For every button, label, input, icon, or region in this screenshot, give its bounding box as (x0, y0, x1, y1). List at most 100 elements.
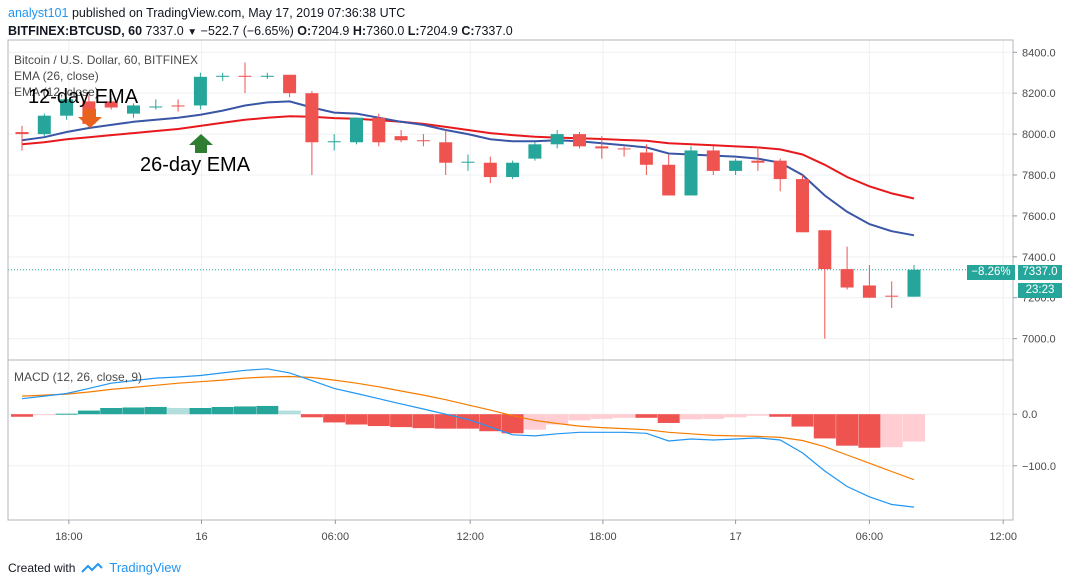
open-value: 7204.9 (311, 24, 350, 38)
macd-histogram-bar (635, 414, 658, 418)
macd-histogram-bar (189, 408, 212, 415)
candle-body-down (416, 140, 430, 142)
ema26-annotation: 26-day EMA (140, 154, 251, 176)
ema26-line (21, 115, 915, 200)
macd-histogram-bar (55, 413, 78, 415)
candle (372, 113, 386, 147)
price-legend: Bitcoin / U.S. Dollar, 60, BITFINEX EMA … (14, 52, 198, 100)
candle (193, 72, 207, 110)
candle-body-up (350, 117, 363, 143)
macd-histogram-bar (457, 414, 479, 429)
macd-histogram-bar (523, 414, 546, 430)
macd-histogram-bar (412, 414, 435, 429)
macd-histogram-bar (680, 414, 702, 420)
candle-body-up (461, 161, 475, 163)
candle (439, 130, 453, 175)
candle (729, 158, 743, 175)
candle (260, 72, 274, 79)
candle-body-up (550, 134, 564, 145)
macd-histogram-bar (702, 414, 725, 419)
candle-body-up (37, 115, 51, 135)
macd-histogram-bar (300, 414, 323, 418)
footer: Created with TradingView (8, 560, 181, 575)
instrument-title: Bitcoin / U.S. Dollar, 60, BITFINEX (14, 53, 199, 67)
macd-histogram-bar (546, 414, 569, 425)
macd-histogram-bar (434, 414, 457, 429)
candle-body-up (193, 76, 207, 106)
time-tick-label: 12:00 (456, 531, 484, 543)
macd-signal-line (21, 375, 915, 481)
low-value: 7204.9 (419, 24, 458, 38)
candle (662, 154, 676, 196)
candle-body-up (216, 75, 230, 77)
macd-histogram-bar (100, 408, 123, 415)
candles (15, 62, 921, 339)
candle-body-up (528, 144, 542, 159)
candle-body-down (840, 269, 854, 288)
macd-histogram-bar (501, 414, 524, 434)
candle (350, 117, 363, 145)
candle (617, 146, 631, 157)
author-link[interactable]: analyst101 (8, 6, 69, 20)
macd-panel (11, 368, 925, 508)
candle (684, 146, 698, 196)
grid-lines (8, 40, 1013, 520)
candle (104, 97, 118, 110)
candle-body-down (15, 132, 29, 135)
tradingview-brand[interactable]: TradingView (109, 560, 181, 575)
time-tick-label: 18:00 (55, 531, 83, 543)
candle-body-down (706, 150, 720, 171)
macd-tick-label: 0.0 (1022, 409, 1037, 421)
change-percent-tag: −8.26% (967, 265, 1015, 280)
macd-histogram-bar (479, 414, 502, 432)
ema12-legend[interactable]: EMA (12, close) (14, 85, 99, 99)
macd-histogram-bar (390, 414, 413, 428)
macd-tick-label: −100.0 (1022, 461, 1056, 473)
price-change: −522.7 (−6.65%) (200, 24, 294, 38)
candle-body-down (283, 74, 297, 94)
macd-histogram-bar (657, 414, 680, 423)
candle (818, 230, 832, 339)
candle (416, 134, 430, 147)
macd-histogram-bar (836, 414, 859, 446)
candle-body-up (684, 150, 698, 196)
macd-histogram-bar (256, 405, 279, 415)
candle (461, 154, 475, 171)
publish-info: published on TradingView.com, May 17, 20… (71, 6, 406, 20)
candle (706, 146, 720, 175)
candle-body-down (796, 179, 809, 233)
candle (60, 97, 74, 120)
macd-histogram-bar (746, 414, 769, 416)
price-tick-label: 8000.0 (1022, 129, 1056, 141)
macd-histogram-bar (122, 407, 145, 415)
candle (15, 125, 29, 151)
created-with-label: Created with (8, 560, 76, 575)
candle (550, 130, 564, 149)
ema26-legend[interactable]: EMA (26, close) (14, 69, 99, 83)
plot-border (7, 39, 1014, 521)
candle (483, 156, 497, 184)
candle (283, 74, 297, 98)
candle (171, 99, 185, 112)
time-tick-label: 06:00 (322, 531, 350, 543)
macd-histogram-bar (858, 414, 881, 448)
candle (394, 130, 408, 143)
candle-body-down (372, 117, 386, 143)
macd-histogram-bar (211, 406, 234, 415)
high-label: H: (352, 24, 367, 38)
candle-body-up (907, 269, 921, 297)
time-tick-label: 16 (195, 531, 207, 543)
ema12-annotation: 12-day EMA (28, 86, 139, 108)
chart-header: analyst101 published on TradingView.com,… (8, 4, 513, 42)
candle-body-up (729, 160, 743, 171)
candle-body-down (751, 160, 765, 163)
candle-body-down (439, 142, 453, 163)
candle (796, 175, 809, 233)
macd-legend[interactable]: MACD (12, 26, close, 9) (14, 370, 143, 384)
time-tick-label: 12:00 (989, 531, 1017, 543)
candle (37, 113, 51, 137)
price-tick-label: 8200.0 (1022, 88, 1056, 100)
macd-histogram-bar (769, 414, 792, 417)
up-arrow-marker-icon (189, 134, 213, 153)
candle-body-down (818, 230, 832, 270)
